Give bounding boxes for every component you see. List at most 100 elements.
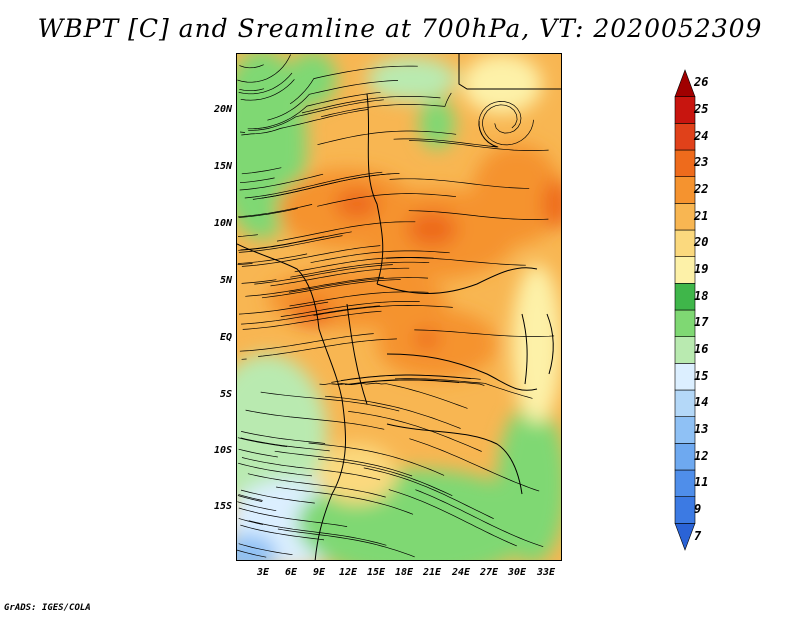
streamline xyxy=(239,131,246,133)
streamline xyxy=(238,448,278,458)
streamline xyxy=(238,507,348,527)
colorbar-tick-label: 20 xyxy=(694,235,709,250)
streamline xyxy=(409,140,549,151)
streamline xyxy=(276,221,416,242)
streamline xyxy=(239,333,374,352)
colorbar-tick-label: 15 xyxy=(694,368,709,383)
streamline xyxy=(240,489,315,504)
streamline xyxy=(317,193,457,207)
streamline xyxy=(237,495,263,502)
streamline xyxy=(237,263,253,265)
lon-label: 15E xyxy=(366,567,386,578)
lon-label: 9E xyxy=(312,567,326,578)
streamline xyxy=(240,79,295,101)
colorbar-tick-label: 9 xyxy=(694,502,702,516)
streamline xyxy=(290,261,430,278)
streamline xyxy=(415,489,544,548)
streamline xyxy=(240,524,325,541)
colorbar-segment xyxy=(674,176,696,204)
map-title: WBPT [C] and Sreamline at 700hPa, VT: 20… xyxy=(37,14,763,43)
field-core-hot-2 xyxy=(407,211,457,247)
lat-label: 10S xyxy=(213,445,232,456)
colorbar-segment xyxy=(674,123,696,151)
streamline xyxy=(248,520,387,546)
west-coast xyxy=(237,243,347,560)
colorbar-segment xyxy=(674,229,696,257)
field-patch-se-green xyxy=(497,404,561,560)
streamline xyxy=(252,173,391,200)
streamline xyxy=(239,173,324,191)
colorbar-segment xyxy=(674,69,696,97)
colorbar xyxy=(674,69,696,551)
streamline xyxy=(237,234,258,237)
field-patch-nw-green xyxy=(287,54,337,107)
field-patch-north-green xyxy=(367,57,457,101)
streamline xyxy=(239,88,265,92)
streamline xyxy=(274,450,413,477)
lat-label: 5N xyxy=(219,275,232,286)
streamline xyxy=(317,130,457,146)
colorbar-tick-label: 12 xyxy=(694,448,709,463)
streamline xyxy=(237,54,292,83)
streamline xyxy=(239,177,275,184)
lon-label: 18E xyxy=(394,567,414,578)
streamline xyxy=(267,80,399,121)
lon-label: 24E xyxy=(451,567,471,578)
streamline xyxy=(478,101,522,148)
field-patch-sw-green xyxy=(237,354,327,514)
streamline xyxy=(288,277,429,293)
map-panel xyxy=(236,53,562,561)
streamline xyxy=(238,204,313,218)
streamline xyxy=(363,467,494,520)
field-core-hot-5 xyxy=(415,329,439,349)
colorbar-tick-label: 13 xyxy=(694,422,709,436)
field-patch-warm-3 xyxy=(472,144,561,244)
streamline xyxy=(241,431,326,444)
streamline xyxy=(280,301,420,317)
colorbar-tick-label: 25 xyxy=(694,102,709,116)
streamline xyxy=(308,442,445,476)
streamline xyxy=(237,501,277,512)
streamline xyxy=(409,438,540,492)
streamline xyxy=(238,494,263,501)
colorbar-segment xyxy=(674,309,696,337)
colorbar-tick-label: 19 xyxy=(694,262,709,276)
streamline xyxy=(238,518,264,525)
streamline xyxy=(408,210,549,220)
field-core-hot-3 xyxy=(292,302,332,326)
streamline xyxy=(239,64,264,69)
colorbar-segment xyxy=(674,256,696,284)
streamline xyxy=(248,99,384,131)
lon-label: 30E xyxy=(507,567,527,578)
streamline xyxy=(277,528,415,558)
colorbar-tick-label: 14 xyxy=(694,395,709,410)
streamline xyxy=(237,253,308,264)
streamline xyxy=(394,378,533,399)
streamline xyxy=(345,379,485,386)
colorbar-tick-label: 18 xyxy=(694,288,709,303)
streamline xyxy=(324,395,461,429)
streamline xyxy=(331,374,471,383)
streamline xyxy=(388,489,517,547)
border-line-5 xyxy=(386,423,523,495)
streamline xyxy=(237,549,267,558)
colorbar-tick-label: 17 xyxy=(694,315,709,330)
streamline xyxy=(260,391,400,412)
colorbar-tick-label: 16 xyxy=(694,342,709,356)
streamline xyxy=(313,305,453,316)
lon-label: 27E xyxy=(479,567,499,578)
streamline xyxy=(244,171,383,199)
colorbar-segment xyxy=(674,443,696,471)
lake-2 xyxy=(546,313,554,375)
streamline xyxy=(242,310,382,330)
streamline xyxy=(389,178,530,189)
streamline xyxy=(238,301,329,315)
lake-1 xyxy=(521,313,528,385)
streamline xyxy=(319,379,460,386)
colorbar-segment xyxy=(674,523,696,551)
colorbar-tick-label: 26 xyxy=(694,75,709,90)
border-line-4 xyxy=(386,353,538,391)
streamline xyxy=(258,338,397,357)
colorbar-tick-label: 21 xyxy=(694,208,709,223)
lat-label: 20N xyxy=(213,104,232,115)
